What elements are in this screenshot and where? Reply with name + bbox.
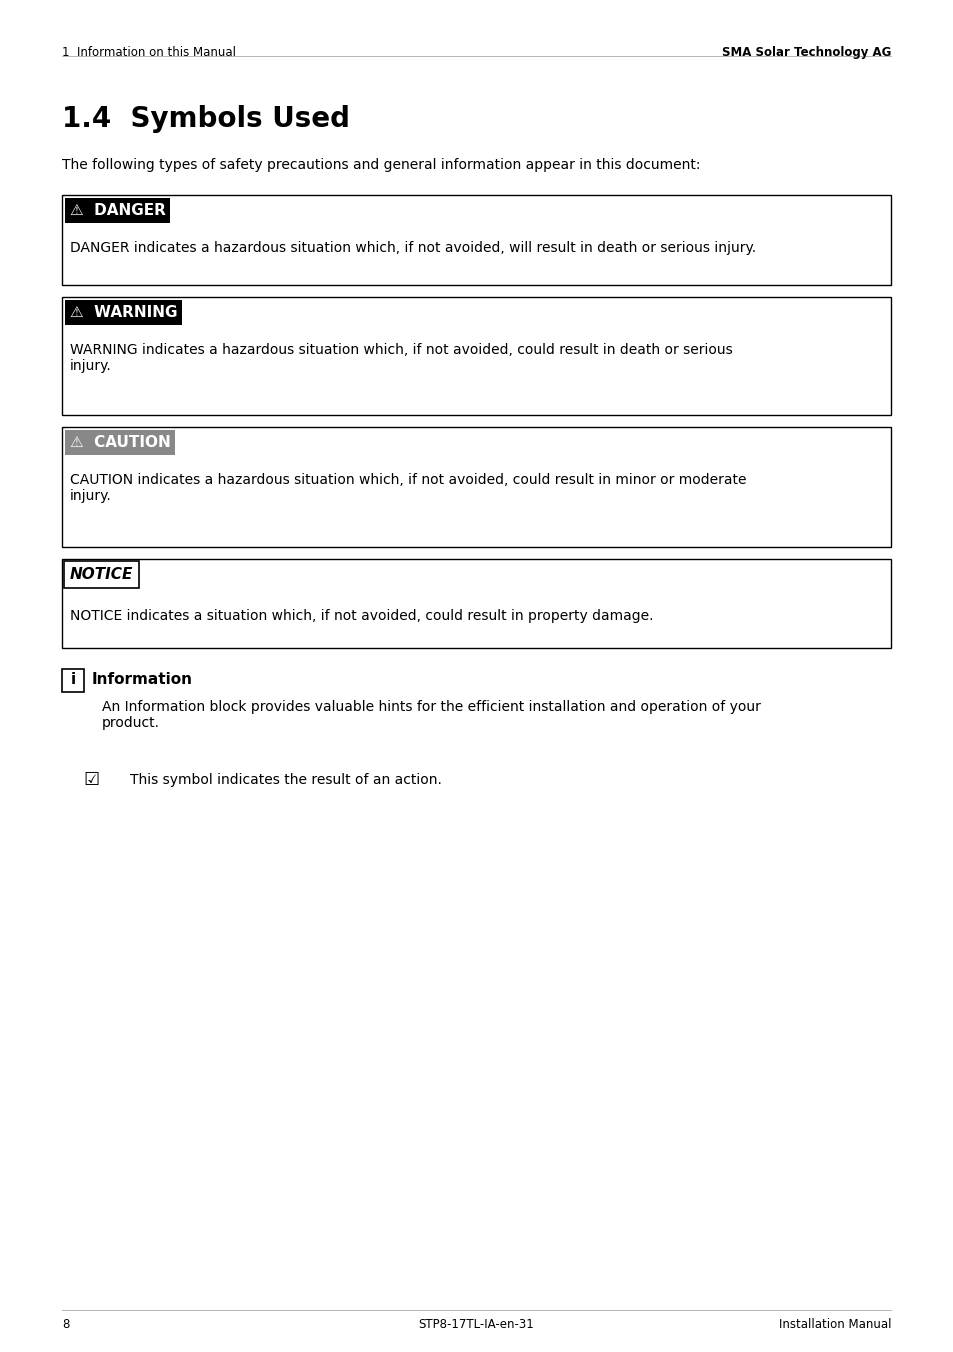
Text: 1.4  Symbols Used: 1.4 Symbols Used	[62, 105, 350, 132]
Bar	[62, 558, 890, 648]
Bar	[62, 669, 84, 692]
Text: CAUTION indicates a hazardous situation which, if not avoided, could result in m: CAUTION indicates a hazardous situation …	[70, 473, 745, 503]
Text: The following types of safety precautions and general information appear in this: The following types of safety precaution…	[62, 158, 700, 172]
Bar	[62, 427, 890, 548]
Text: 1  Information on this Manual: 1 Information on this Manual	[62, 46, 235, 59]
Text: i: i	[71, 672, 75, 688]
Bar	[62, 195, 890, 285]
Text: ⚠  DANGER: ⚠ DANGER	[70, 203, 166, 218]
Text: 8: 8	[62, 1318, 70, 1330]
Text: Installation Manual: Installation Manual	[778, 1318, 890, 1330]
Text: ☑: ☑	[84, 771, 100, 790]
Text: DANGER indicates a hazardous situation which, if not avoided, will result in dea: DANGER indicates a hazardous situation w…	[70, 241, 756, 256]
Text: ⚠  CAUTION: ⚠ CAUTION	[70, 435, 171, 450]
Text: An Information block provides valuable hints for the efficient installation and : An Information block provides valuable h…	[102, 700, 760, 730]
Text: WARNING indicates a hazardous situation which, if not avoided, could result in d: WARNING indicates a hazardous situation …	[70, 343, 732, 373]
Text: Information: Information	[91, 672, 193, 688]
Text: NOTICE: NOTICE	[70, 566, 133, 581]
Text: ⚠  WARNING: ⚠ WARNING	[70, 306, 177, 320]
Text: SMA Solar Technology AG: SMA Solar Technology AG	[720, 46, 890, 59]
Text: STP8-17TL-IA-en-31: STP8-17TL-IA-en-31	[418, 1318, 534, 1330]
Text: NOTICE indicates a situation which, if not avoided, could result in property dam: NOTICE indicates a situation which, if n…	[70, 608, 653, 623]
Text: This symbol indicates the result of an action.: This symbol indicates the result of an a…	[130, 773, 441, 787]
Bar	[62, 297, 890, 415]
